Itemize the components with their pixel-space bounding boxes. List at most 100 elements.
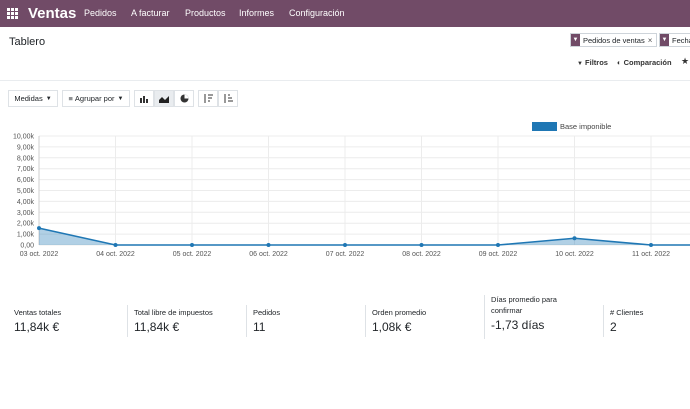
search-facet-fecha[interactable]: ▼ Fecha: [659, 33, 690, 47]
y-tick-label: 0,00: [20, 243, 34, 250]
chart-legend[interactable]: Base imponible: [532, 122, 611, 131]
x-tick-label: 11 oct. 2022: [632, 251, 670, 258]
control-panel-divider: [0, 80, 690, 81]
kpi-divider: [603, 305, 604, 337]
menu-item-productos[interactable]: Productos: [185, 8, 226, 18]
kpi-value: 11: [253, 320, 266, 334]
pie-chart-button[interactable]: [174, 90, 194, 107]
bar-chart-icon: [140, 95, 148, 103]
page-title: Tablero: [9, 36, 46, 48]
series-line: [38, 227, 690, 246]
kpi-divider: [365, 305, 366, 337]
sort-ascending-icon: [224, 94, 233, 103]
menu-item-configuracion[interactable]: Configuración: [289, 8, 345, 18]
y-tick-label: 1,00k: [17, 232, 35, 239]
group-by-dropdown[interactable]: ≡ Agrupar por ▼: [62, 90, 130, 107]
sort-descending-icon: [204, 94, 213, 103]
y-tick-label: 3,00k: [17, 210, 35, 217]
data-point[interactable]: [572, 236, 577, 241]
line-chart-icon: [159, 95, 169, 103]
star-icon: ★: [681, 56, 690, 66]
series-area: [39, 228, 690, 245]
x-tick-label: 08 oct. 2022: [402, 251, 441, 258]
filter-icon: ▼: [571, 34, 580, 46]
caret-down-icon: ▼: [45, 95, 52, 102]
menu-item-a-facturar[interactable]: A facturar: [131, 8, 170, 18]
sort-descending-button[interactable]: [198, 90, 218, 107]
y-tick-label: 5,00k: [17, 188, 35, 195]
y-tick-label: 4,00k: [17, 199, 35, 206]
kpi-value: 11,84k €: [134, 320, 180, 334]
data-point[interactable]: [113, 243, 118, 247]
kpi-divider: [484, 295, 485, 339]
data-point[interactable]: [190, 243, 194, 247]
kpi-value: 1,08k €: [372, 320, 412, 334]
data-point[interactable]: [419, 243, 424, 247]
kpi-label: # Clientes: [610, 308, 644, 317]
measures-label: Medidas: [14, 94, 43, 103]
data-point[interactable]: [343, 243, 347, 247]
y-tick-label: 10,00k: [13, 134, 35, 141]
filters-label: Filtros: [585, 58, 608, 67]
data-point[interactable]: [496, 243, 500, 247]
x-tick-label: 07 oct. 2022: [326, 251, 365, 258]
sort-ascending-button[interactable]: [218, 90, 238, 107]
adjust-icon: ◐: [617, 58, 622, 67]
top-navbar: Ventas Pedidos A facturar Productos Info…: [0, 0, 690, 27]
facet-label: Fecha: [672, 35, 690, 45]
kpi-label: Pedidos: [253, 308, 281, 317]
data-point[interactable]: [649, 243, 653, 247]
kpi-label: Ventas totales: [14, 308, 62, 317]
x-tick-label: 05 oct. 2022: [173, 251, 212, 258]
kpi-label: Orden promedio: [372, 308, 427, 317]
kpi-divider: [127, 305, 128, 337]
kpi-pedidos[interactable]: Pedidos 11: [253, 307, 280, 334]
kpi-divider: [246, 305, 247, 337]
kpi-clientes[interactable]: # Clientes 2: [610, 307, 643, 334]
measures-dropdown[interactable]: Medidas ▼: [8, 90, 58, 107]
apps-menu-icon[interactable]: [7, 8, 18, 19]
bar-chart-button[interactable]: [134, 90, 154, 107]
kpi-label: confirmar: [491, 306, 523, 315]
search-facet-pedidos[interactable]: ▼ Pedidos de ventas ×: [570, 33, 657, 47]
menu-item-pedidos[interactable]: Pedidos: [84, 8, 117, 18]
x-tick-label: 03 oct. 2022: [20, 251, 59, 258]
x-tick-label: 10 oct. 2022: [555, 251, 594, 258]
pie-chart-icon: [180, 94, 188, 103]
favorites-button[interactable]: ★: [681, 56, 689, 67]
kpi-value: 11,84k €: [14, 320, 60, 334]
data-point[interactable]: [37, 226, 41, 231]
comparison-label: Comparación: [623, 58, 672, 67]
line-chart-button[interactable]: [154, 90, 174, 107]
list-icon: ≡: [68, 94, 73, 103]
sales-line-chart: 0,00 1,00k 2,00k 3,00k 4,00k 5,00k 6,00k 7,00k 8…: [13, 122, 690, 258]
filter-icon: ▼: [660, 34, 669, 46]
legend-label: Base imponible: [560, 122, 611, 131]
kpi-label: Total libre de impuestos: [134, 308, 213, 317]
kpi-orden-promedio[interactable]: Orden promedio 1,08k €: [372, 307, 426, 334]
y-tick-label: 7,00k: [17, 166, 35, 173]
group-by-label: Agrupar por: [74, 94, 115, 103]
data-point[interactable]: [266, 243, 271, 247]
kpi-dias-promedio-confirmar[interactable]: Días promedio para confirmar -1,73 días: [491, 294, 557, 332]
kpi-value: -1,73 días: [491, 318, 545, 332]
kpi-ventas-totales[interactable]: Ventas totales 11,84k €: [14, 307, 61, 334]
filters-button[interactable]: ▼ Filtros: [577, 58, 608, 67]
app-brand[interactable]: Ventas: [28, 5, 77, 22]
menu-item-informes[interactable]: Informes: [239, 8, 275, 18]
kpi-total-libre-impuestos[interactable]: Total libre de impuestos 11,84k €: [134, 307, 213, 334]
caret-down-icon: ▼: [117, 95, 124, 102]
legend-swatch: [532, 122, 557, 131]
y-tick-label: 2,00k: [17, 221, 35, 228]
kpi-value: 2: [610, 320, 617, 334]
y-tick-label: 6,00k: [17, 177, 35, 184]
x-tick-label: 06 oct. 2022: [249, 251, 288, 258]
filter-icon: ▼: [577, 61, 583, 67]
comparison-button[interactable]: ◐ Comparación: [617, 58, 672, 67]
x-tick-label: 04 oct. 2022: [96, 251, 135, 258]
kpi-label: Días promedio para: [491, 295, 557, 304]
y-tick-label: 8,00k: [17, 155, 35, 162]
y-tick-label: 9,00k: [17, 144, 35, 151]
close-icon[interactable]: ×: [647, 35, 653, 45]
facet-label: Pedidos de ventas: [583, 35, 645, 45]
